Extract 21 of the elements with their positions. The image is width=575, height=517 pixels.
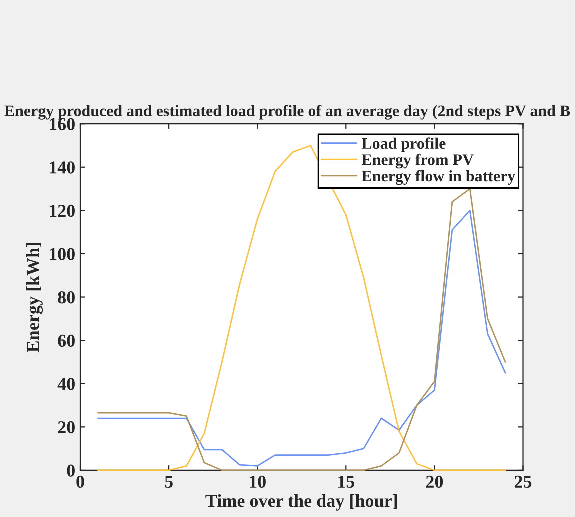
- x-tick-label: 10: [250, 476, 266, 488]
- y-tick-label: 160: [50, 118, 75, 131]
- legend-label: Load profile: [362, 138, 446, 152]
- y-tick-label: 40: [58, 378, 75, 390]
- chart-title: Energy produced and estimated load profile of an average day (2nd steps PV and B: [4, 105, 570, 120]
- y-tick-label: 60: [58, 334, 75, 348]
- y-tick-label: 140: [50, 162, 75, 174]
- y-tick-label: 0: [67, 464, 75, 477]
- y-axis-title: Energy [kWh]: [26, 243, 43, 352]
- y-tick-label: 20: [58, 421, 75, 434]
- legend-label: Energy flow in battery: [362, 170, 516, 186]
- x-tick-label: 15: [338, 476, 355, 488]
- x-tick-label: 0: [76, 476, 84, 488]
- x-tick-label: 20: [426, 476, 444, 488]
- x-tick-label: 25: [514, 476, 532, 488]
- y-tick-label: 100: [50, 248, 75, 260]
- y-tick-label: 120: [50, 204, 75, 218]
- y-tick-label: 80: [58, 292, 75, 304]
- x-tick-label: 5: [165, 476, 173, 488]
- legend-label: Energy from PV: [362, 154, 474, 169]
- x-axis-title: Time over the day [hour]: [206, 494, 398, 511]
